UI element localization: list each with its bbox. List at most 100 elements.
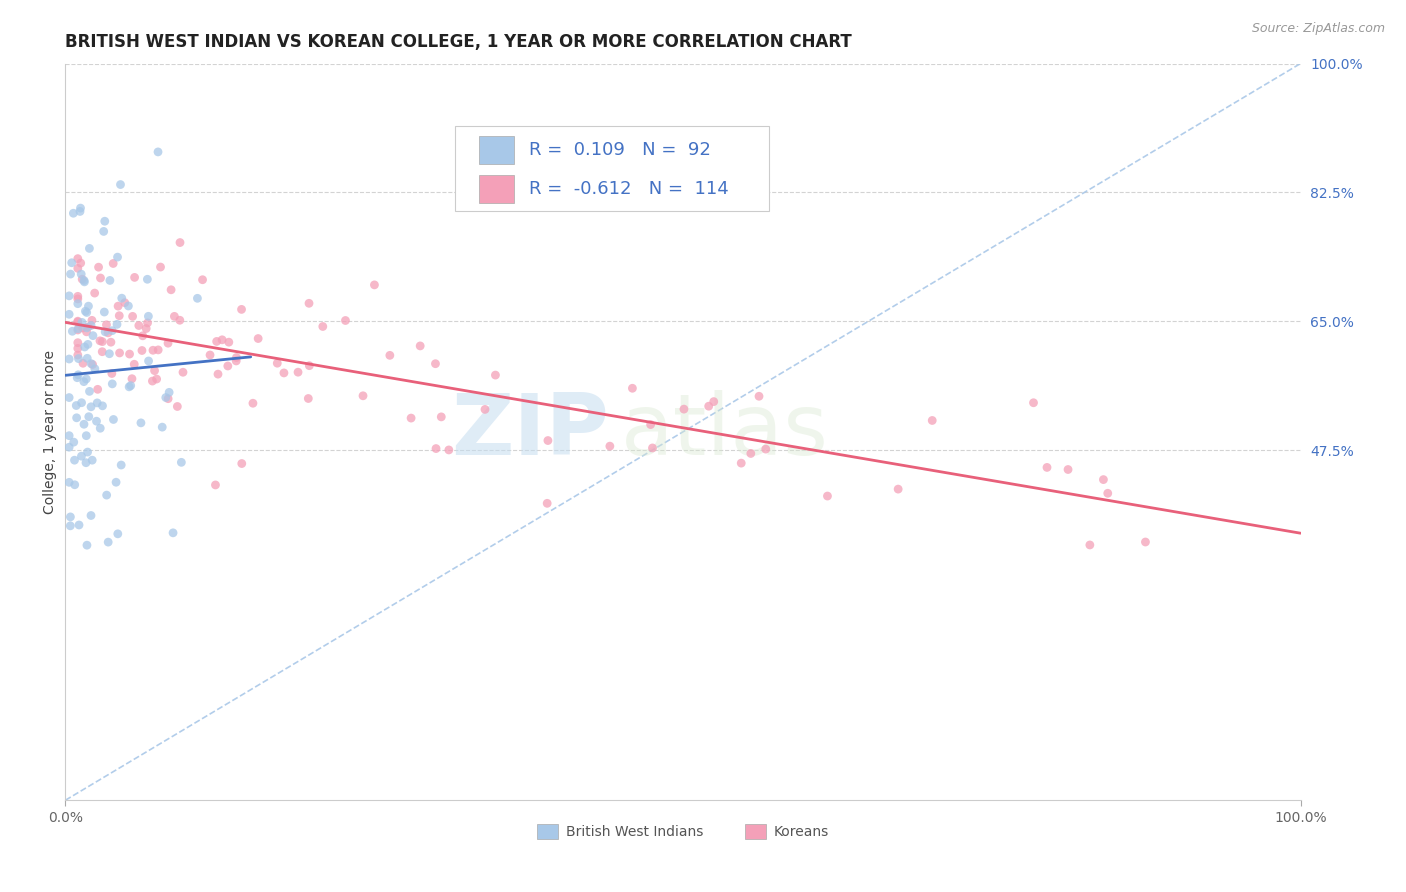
Point [87,260,110,275]
Point [66,348,89,362]
Point [118,347,141,361]
Point [75,372,97,386]
Point [76,321,98,335]
Text: ZIP: ZIP [451,391,609,474]
Point [1135,535,1157,549]
Point [536,496,558,510]
Point [76,325,98,339]
Point [77,320,100,334]
Point [204,478,226,492]
Point [58,440,80,454]
Point [425,357,447,371]
Point [60,324,83,338]
Point [101,324,124,338]
Point [65,399,87,413]
Point [65,410,87,425]
Point [98,347,121,361]
Point [166,400,188,414]
Point [169,235,191,250]
Point [86,382,108,396]
Point [58,307,80,321]
Point [69,201,91,215]
Point [66,323,89,337]
Point [110,178,132,192]
Point [110,458,132,472]
Point [641,441,664,455]
Point [73,375,96,389]
Point [72,356,94,370]
Point [66,315,89,329]
Point [121,372,143,386]
Point [70,267,93,281]
Point [399,411,422,425]
Point [287,365,309,379]
Point [120,378,142,392]
Point [145,372,167,386]
Point [157,336,180,351]
FancyBboxPatch shape [479,136,513,164]
Point [100,335,122,350]
Point [748,389,770,403]
Text: R =  -0.612   N =  114: R = -0.612 N = 114 [529,180,728,198]
Point [101,367,124,381]
Point [75,456,97,470]
Point [58,428,80,442]
Point [122,357,145,371]
Point [91,334,114,349]
Point [141,374,163,388]
Point [83,361,105,376]
Point [217,359,239,373]
Point [312,319,335,334]
FancyBboxPatch shape [479,175,513,202]
Point [97,535,120,549]
Point [352,389,374,403]
Point [266,356,288,370]
Text: atlas: atlas [621,391,830,474]
Text: Source: ZipAtlas.com: Source: ZipAtlas.com [1251,22,1385,36]
Point [118,380,141,394]
Point [93,224,115,238]
Point [207,367,229,381]
Point [66,289,89,303]
Point [128,318,150,333]
Point [94,325,117,339]
Point [75,428,97,442]
Point [537,434,560,448]
Point [103,256,125,270]
Point [76,445,98,459]
Point [98,273,121,287]
Point [114,295,136,310]
Point [186,291,208,305]
Point [148,343,170,357]
Point [157,392,180,406]
Point [66,314,89,328]
Point [672,402,695,417]
Point [149,260,172,274]
Point [191,273,214,287]
Point [83,286,105,301]
Point [138,354,160,368]
Point [730,456,752,470]
Point [59,519,82,533]
Point [103,412,125,426]
Y-axis label: College, 1 year or more: College, 1 year or more [44,350,58,514]
Point [242,396,264,410]
Point [67,351,90,366]
Text: BRITISH WEST INDIAN VS KOREAN COLLEGE, 1 YEAR OR MORE CORRELATION CHART: BRITISH WEST INDIAN VS KOREAN COLLEGE, 1… [66,33,852,51]
Point [66,342,89,356]
Point [73,275,96,289]
Point [94,214,117,228]
Point [143,363,166,377]
Point [172,365,194,379]
Point [66,292,89,306]
Point [474,402,496,417]
Point [1092,473,1115,487]
Point [124,270,146,285]
Text: R =  0.109   N =  92: R = 0.109 N = 92 [529,141,710,159]
Point [89,421,111,435]
Point [70,395,93,409]
Point [80,508,103,523]
Point [430,409,453,424]
Point [80,400,103,414]
Point [76,305,98,319]
